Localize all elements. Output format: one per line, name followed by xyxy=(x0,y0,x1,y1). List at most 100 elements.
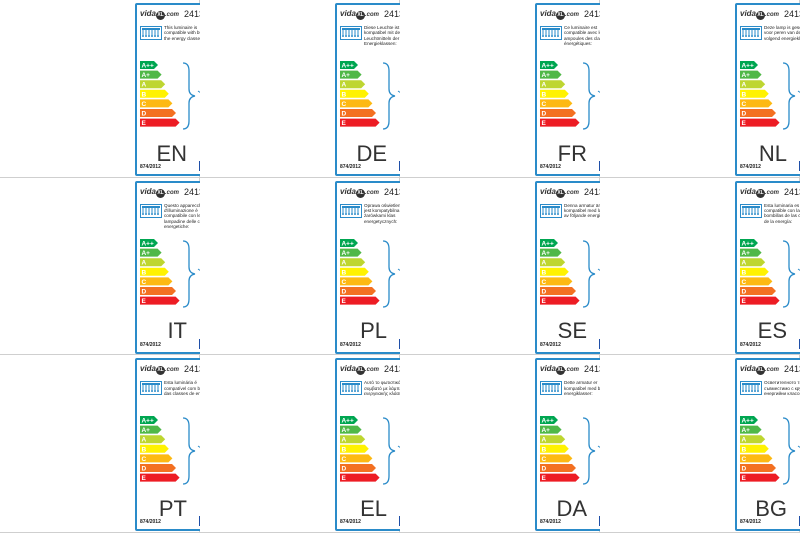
energy-class-label: C xyxy=(742,101,747,108)
luminaire-icon xyxy=(740,203,762,218)
energy-class-bar-d: D xyxy=(740,464,776,473)
vidaxl-logo: vidaXL.com xyxy=(740,9,779,20)
luminaire-icon xyxy=(740,26,762,40)
language-code: DE xyxy=(356,140,387,166)
energy-class-bar-d: D xyxy=(140,108,176,117)
energy-class-bar-a: A xyxy=(740,257,766,266)
logo-text: vida xyxy=(140,364,157,374)
label-cell-pl: vidaXL.com 241382 Oprawa oświetleniowa jes… xyxy=(200,177,419,356)
energy-class-label: B xyxy=(142,91,147,98)
product-code: 241382 xyxy=(384,9,414,19)
energy-class-label: A xyxy=(142,82,147,89)
logo-text: vida xyxy=(740,364,757,374)
energy-class-label: E xyxy=(342,120,347,127)
luminaire-icon xyxy=(140,381,162,396)
energy-class-bar-ap: A+ xyxy=(340,248,362,257)
label-cell-el: vidaXL.com 241382 Αυτό το φωτιστικό είναι … xyxy=(200,355,419,533)
regulation-number: 874/2012 xyxy=(540,519,561,526)
logo-suffix: .com xyxy=(565,367,580,374)
language-code: BG xyxy=(755,495,787,521)
vidaxl-logo: vidaXL.com xyxy=(140,187,179,198)
label-cell-pt: vidaXL.com 241382 Esta luminária é compatí… xyxy=(0,355,219,533)
compatibility-text: Dette armatur er kompatibel med bæg af e… xyxy=(564,380,613,396)
regulation-number: 874/2012 xyxy=(540,164,561,170)
energy-class-bar-c: C xyxy=(740,454,773,463)
energy-class-bar-d: D xyxy=(540,286,576,295)
energy-class-bar-c: C xyxy=(340,454,373,463)
energy-class-scale: A++ A+ A B C D E xyxy=(140,61,180,133)
energy-class-bar-app: A++ xyxy=(540,238,559,247)
language-code: EL xyxy=(360,495,387,521)
energy-class-bar-e: E xyxy=(340,473,380,482)
energy-class-label: A xyxy=(142,437,147,444)
energy-class-label: E xyxy=(542,298,547,305)
regulation-number: 874/2012 xyxy=(140,164,161,170)
logo-text: vida xyxy=(140,9,157,18)
energy-class-label: A++ xyxy=(342,240,354,247)
energy-class-bar-app: A++ xyxy=(540,416,559,425)
language-code: SE xyxy=(557,318,587,344)
energy-class-bar-app: A++ xyxy=(740,61,759,69)
energy-class-bar-ap: A+ xyxy=(340,425,362,434)
logo-mark: XL xyxy=(356,366,366,376)
energy-class-label: A++ xyxy=(742,418,754,425)
energy-class-bar-e: E xyxy=(340,296,380,305)
energy-class-label: B xyxy=(342,447,347,454)
energy-class-label: D xyxy=(342,288,347,295)
compatibility-text: Diese Leuchte ist kompatibel mit den Leu… xyxy=(364,25,403,46)
energy-class-label: B xyxy=(542,447,547,454)
luminaire-icon xyxy=(740,381,762,396)
vidaxl-logo: vidaXL.com xyxy=(740,187,779,198)
compatibility-text: Ce luminaire est compatible avec les amp… xyxy=(564,25,610,46)
luminaire-icon xyxy=(140,26,162,40)
energy-class-bar-c: C xyxy=(340,99,373,108)
product-code: 241382 xyxy=(784,186,800,197)
energy-class-label: D xyxy=(142,466,147,473)
language-code: PT xyxy=(158,495,187,521)
luminaire-icon xyxy=(340,26,362,40)
energy-class-label: A++ xyxy=(542,418,554,425)
energy-class-scale: A++ A+ A B C D E xyxy=(540,416,580,488)
energy-class-bar-c: C xyxy=(740,99,773,108)
energy-class-bar-ap: A+ xyxy=(140,248,162,257)
energy-class-bar-ap: A+ xyxy=(740,248,762,257)
energy-class-bar-ap: A+ xyxy=(140,425,162,434)
energy-class-scale: A++ A+ A B C D E xyxy=(740,61,780,133)
energy-class-label: D xyxy=(342,466,347,473)
luminaire-icon xyxy=(540,381,562,396)
energy-class-label: D xyxy=(142,288,147,295)
energy-class-bar-app: A++ xyxy=(740,238,759,247)
energy-class-bar-b: B xyxy=(740,267,769,276)
energy-class-label: A+ xyxy=(142,72,151,79)
energy-class-label: A++ xyxy=(342,418,354,425)
energy-class-label: B xyxy=(742,91,747,98)
logo-text: vida xyxy=(540,186,557,196)
compatibility-text: Oprawa oświetleniowa jest kompatybilna z… xyxy=(364,202,410,224)
energy-class-label: E xyxy=(742,120,747,127)
energy-class-label: A+ xyxy=(742,427,751,434)
energy-class-bar-a: A xyxy=(340,257,366,266)
energy-class-label: E xyxy=(142,298,147,305)
energy-class-bar-a: A xyxy=(340,80,366,89)
brace-bulb-icon xyxy=(782,62,800,130)
energy-class-scale: A++ A+ A B C D E xyxy=(540,238,580,311)
logo-mark: XL xyxy=(356,11,366,20)
regulation-number: 874/2012 xyxy=(340,519,361,526)
logo-mark: XL xyxy=(756,366,766,376)
energy-class-label: D xyxy=(742,110,747,117)
logo-mark: XL xyxy=(756,11,766,20)
language-code: ES xyxy=(757,318,787,344)
energy-class-label: A+ xyxy=(342,72,351,79)
energy-class-bar-ap: A+ xyxy=(540,425,562,434)
product-code: 241382 xyxy=(584,187,614,197)
energy-class-label: A xyxy=(542,437,547,444)
energy-class-bar-b: B xyxy=(140,267,169,276)
vidaxl-logo: vidaXL.com xyxy=(540,9,579,20)
energy-class-bar-a: A xyxy=(140,257,166,266)
product-code: 241382 xyxy=(184,187,214,197)
